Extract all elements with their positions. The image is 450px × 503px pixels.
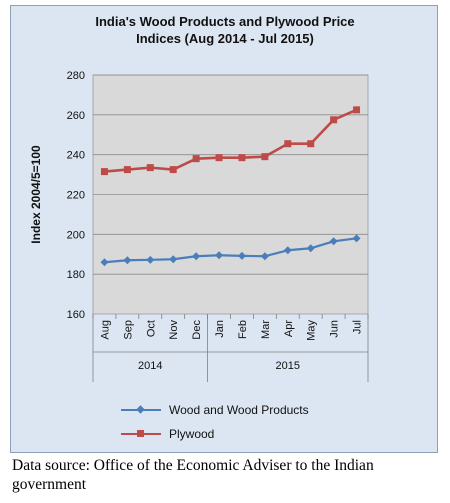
- chart-frame: India's Wood Products and Plywood Price …: [10, 5, 438, 453]
- x-tick-label-dec: Dec: [191, 320, 203, 340]
- data-point-s1-10: [330, 116, 338, 124]
- data-point-s0-10: [329, 237, 338, 246]
- data-point-s1-7: [261, 153, 269, 161]
- legend-item-wood: Wood and Wood Products: [121, 398, 381, 422]
- data-point-s0-9: [306, 244, 315, 253]
- legend-label-plywood: Plywood: [169, 427, 215, 441]
- y-tick-label-200: 200: [67, 229, 85, 241]
- y-axis-label: Index 2004/5=100: [29, 145, 43, 244]
- x-tick-label-nov: Nov: [168, 320, 180, 340]
- y-tick-label-220: 220: [67, 190, 85, 202]
- x-tick-label-apr: Apr: [283, 320, 295, 337]
- legend-marker-square-icon: [137, 430, 144, 437]
- legend-item-plywood: Plywood: [121, 422, 381, 446]
- series-line-1: [104, 108, 358, 173]
- line-chart: 160 180 200 220 240 260 280 Index 2004/5=100 Aug…: [29, 70, 369, 382]
- x-tick-label-mar: Mar: [260, 320, 272, 339]
- legend: Wood and Wood Products Plywood: [121, 398, 381, 446]
- data-point-s1-3: [169, 166, 177, 174]
- y-tick-label-240: 240: [67, 150, 85, 162]
- legend-label-wood: Wood and Wood Products: [169, 403, 309, 417]
- y-tick-label-260: 260: [67, 110, 85, 122]
- data-point-s0-4: [192, 252, 201, 261]
- chart-title-line-1: India's Wood Products and Plywood Price: [95, 14, 355, 29]
- x-tick-label-jan: Jan: [214, 320, 226, 338]
- data-point-s0-5: [215, 251, 224, 260]
- source-note: Data source: Office of the Economic Advi…: [12, 457, 374, 493]
- x-tick-label-sep: Sep: [122, 320, 134, 340]
- data-point-s0-11: [352, 234, 361, 243]
- data-point-s1-5: [215, 154, 223, 162]
- data-point-s1-4: [192, 155, 200, 163]
- x-tick-label-may: May: [306, 320, 318, 341]
- data-point-s0-6: [237, 251, 246, 260]
- data-point-s1-8: [284, 140, 292, 148]
- y-tick-label-280: 280: [67, 70, 85, 82]
- data-point-s1-6: [238, 154, 246, 162]
- data-point-s1-1: [123, 166, 131, 174]
- chart-title: India's Wood Products and Plywood Price …: [11, 13, 439, 47]
- chart-title-line-2: Indices (Aug 2014 - Jul 2015): [136, 31, 314, 46]
- legend-swatch-wood: [121, 404, 161, 416]
- data-point-s0-2: [146, 255, 155, 264]
- year-group-label-2014: 2014: [138, 360, 162, 372]
- legend-marker-diamond-icon: [136, 405, 145, 414]
- data-point-s1-2: [146, 164, 154, 172]
- legend-swatch-plywood: [121, 428, 161, 440]
- data-point-s1-9: [307, 140, 315, 148]
- y-tick-label-180: 180: [67, 269, 85, 281]
- year-group-label-2015: 2015: [276, 360, 300, 372]
- data-point-s1-11: [353, 106, 361, 114]
- x-tick-label-oct: Oct: [145, 320, 157, 337]
- data-point-s1-0: [100, 168, 108, 176]
- y-tick-label-160: 160: [67, 309, 85, 321]
- data-point-s0-0: [100, 258, 109, 267]
- x-tick-label-feb: Feb: [237, 320, 249, 339]
- data-point-s0-1: [123, 256, 132, 265]
- data-point-s0-8: [283, 246, 292, 255]
- data-point-s0-7: [260, 252, 269, 261]
- x-tick-label-aug: Aug: [99, 320, 111, 340]
- x-tick-label-jun: Jun: [329, 320, 341, 338]
- x-tick-label-jul: Jul: [352, 320, 364, 334]
